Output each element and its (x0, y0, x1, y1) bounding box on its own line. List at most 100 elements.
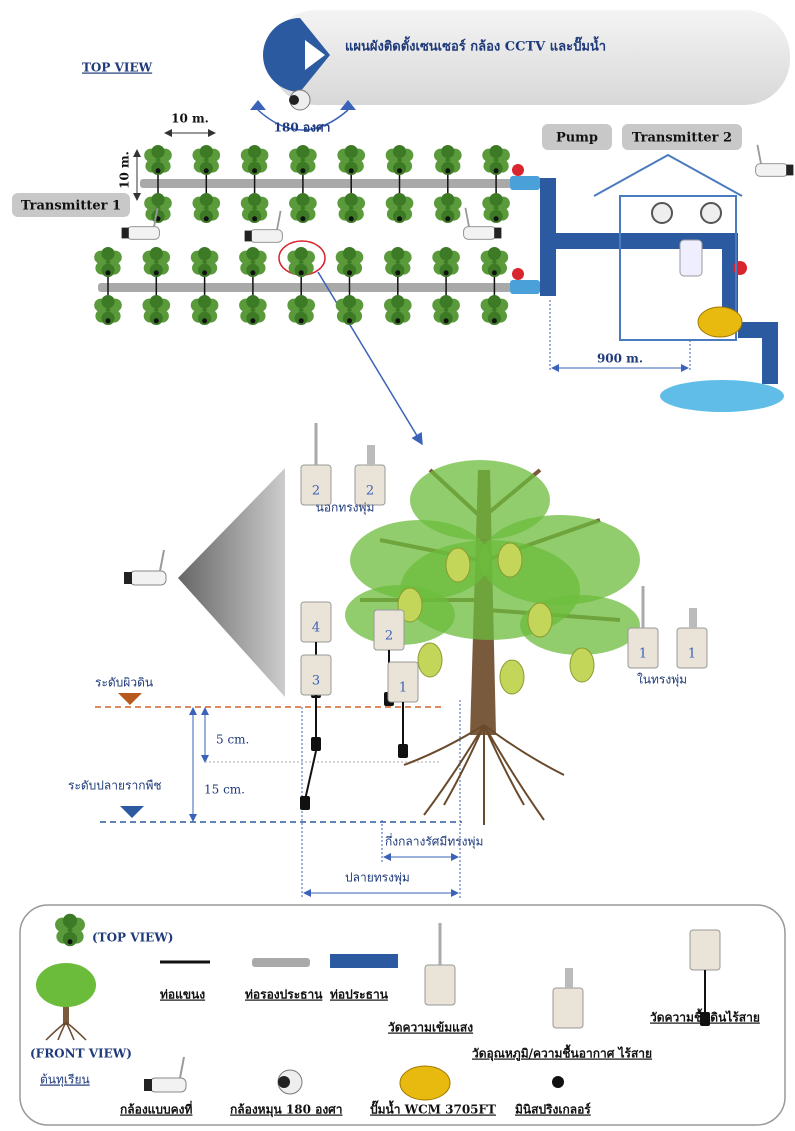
sensor-probe (689, 608, 697, 628)
camera-antenna (756, 144, 762, 164)
canopy-label: นอกทรงพุ่ม (316, 501, 375, 516)
camera (144, 1056, 187, 1093)
camera-lens (494, 227, 502, 239)
emitter (397, 216, 402, 222)
legend-label: กล้องหมุน 180 องศา (230, 1103, 343, 1118)
emitter (203, 216, 209, 222)
leaf (296, 193, 310, 207)
plant (239, 247, 267, 277)
root (65, 1021, 87, 1041)
valve (510, 280, 540, 294)
sensor-number: 2 (385, 629, 393, 644)
pump-box (542, 124, 612, 150)
camera-lens (786, 164, 794, 176)
pump-label: Pump (556, 131, 598, 146)
root (45, 1021, 67, 1041)
plant (432, 247, 460, 277)
transmitter-label: Transmitter 1 (21, 199, 121, 214)
sensor (300, 423, 332, 506)
banner-icon (305, 40, 325, 70)
root (403, 724, 485, 766)
emitter (298, 270, 304, 276)
transmitter-2-box (622, 124, 742, 150)
banner-icon (263, 18, 330, 92)
root (483, 724, 565, 776)
plant (142, 247, 171, 277)
root (57, 1021, 67, 1041)
leaf (439, 295, 453, 309)
leaf (294, 295, 308, 309)
camera-body (149, 1077, 187, 1093)
fruit (497, 542, 523, 578)
emitter (443, 270, 449, 276)
sensor-number: 3 (312, 674, 320, 689)
camera (244, 210, 283, 243)
sensor (689, 929, 721, 1026)
camera-antenna (179, 1056, 185, 1079)
plant (337, 193, 365, 223)
legend-label: ต้นทุเรียน (40, 1073, 90, 1088)
plant (480, 247, 509, 277)
probe-cable (304, 750, 317, 801)
emitter (491, 270, 497, 276)
plant (335, 295, 364, 325)
sensor-box (424, 964, 456, 1006)
legend-label: (TOP VIEW) (92, 931, 174, 945)
leaf (344, 193, 358, 207)
leaf (101, 247, 115, 261)
leaf (296, 145, 310, 159)
title: แผนผังติดตั้งเซนเซอร์ กล้อง CCTV และปั๊ม… (345, 36, 606, 55)
plant (335, 247, 364, 277)
valve (510, 176, 540, 190)
emitter (252, 216, 258, 222)
camera-lens (121, 227, 129, 239)
emitter (203, 168, 209, 174)
camera-antenna (159, 549, 165, 572)
plant (385, 145, 414, 175)
sensor (424, 923, 456, 1006)
ptz-lens (289, 95, 299, 105)
leaf (391, 247, 405, 261)
emitter (443, 318, 449, 324)
emitter (493, 168, 499, 174)
radius-label: กึ่งกลางรัศมีทรงพุ่ม (385, 833, 483, 850)
valve-handle (512, 164, 524, 176)
emitter (250, 318, 256, 324)
emitter (250, 270, 256, 276)
root (443, 724, 485, 806)
distance-label: 900 m. (597, 352, 643, 366)
plant (434, 193, 462, 223)
sensor-number: 1 (688, 647, 696, 662)
valve-handle (512, 268, 524, 280)
camera-body (755, 163, 789, 177)
leaf (344, 145, 358, 159)
plant (94, 295, 122, 325)
camera-lens (124, 572, 132, 584)
leaf (62, 931, 78, 947)
emitter (347, 318, 352, 324)
plant (385, 193, 414, 223)
plant (287, 247, 315, 277)
rotation-label: 180 องศา (274, 121, 331, 135)
emitter (153, 270, 159, 276)
main-pipe (762, 322, 778, 384)
emitter (347, 270, 352, 276)
plant (432, 295, 460, 325)
leaf (342, 295, 357, 309)
gauge (700, 202, 722, 224)
leaf (392, 193, 407, 207)
legend-sprinkler (552, 1076, 564, 1088)
fruit (527, 602, 553, 638)
camera-view (178, 468, 285, 697)
sensor-number: 2 (312, 484, 320, 499)
sensor-number: 1 (639, 647, 647, 662)
emitter (298, 318, 304, 324)
sub-main-pipe (140, 179, 512, 188)
emitter (300, 168, 306, 174)
gauge (651, 202, 673, 224)
emitter (67, 939, 73, 945)
pond (660, 380, 784, 412)
sensor (552, 968, 584, 1029)
ptz-lens (278, 1076, 290, 1088)
sensor-number: 2 (366, 484, 374, 499)
